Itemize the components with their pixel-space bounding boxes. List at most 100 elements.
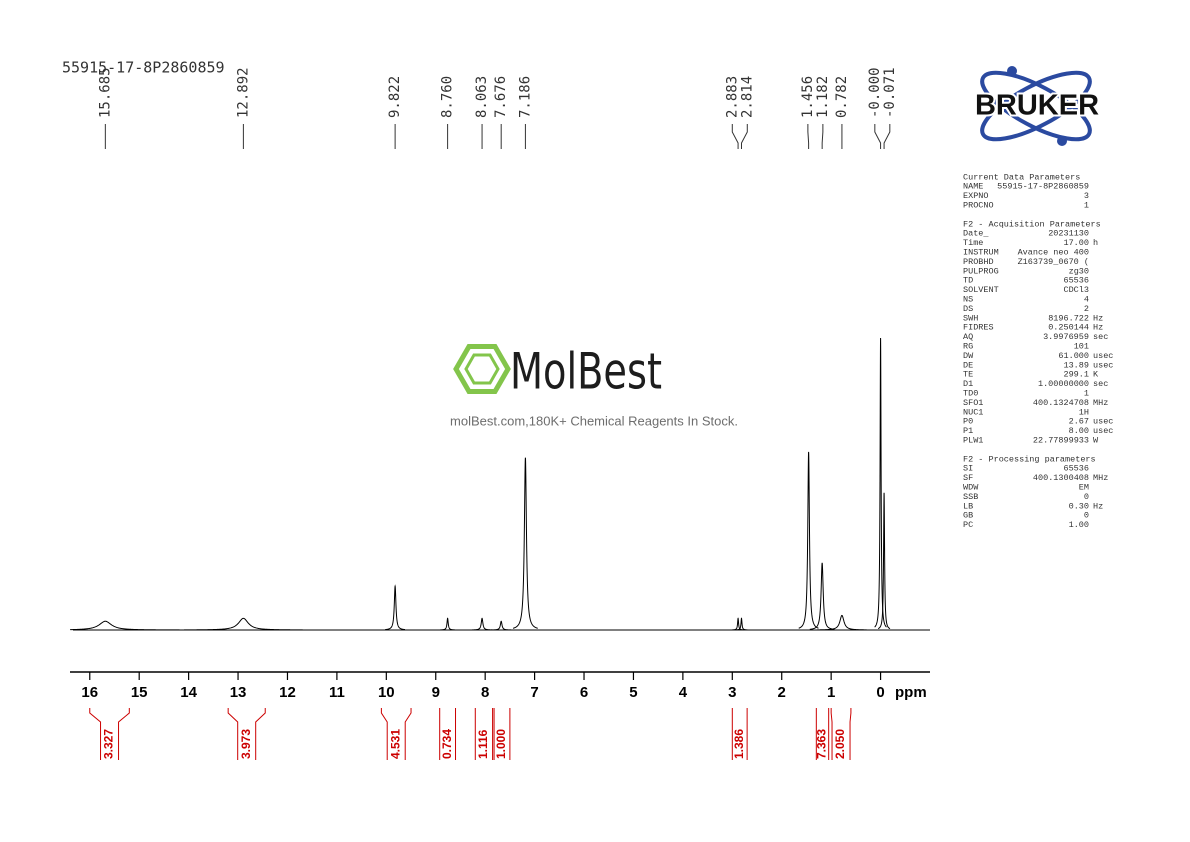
param-value: 2 xyxy=(1084,304,1089,314)
x-tick-label: 12 xyxy=(279,684,296,701)
peak-label-line xyxy=(731,124,739,149)
param-name: DS xyxy=(963,304,973,314)
integral xyxy=(380,708,412,760)
param-name: P0 xyxy=(963,417,973,427)
param-value: 0 xyxy=(1084,511,1089,521)
peak-label-line xyxy=(874,124,882,149)
param-value: 61.000 xyxy=(1058,351,1089,361)
integral xyxy=(731,708,748,760)
x-tick-label: 2 xyxy=(778,684,786,701)
peak-label-line xyxy=(807,124,810,149)
integral-label: 4.531 xyxy=(388,729,402,759)
param-name: SOLVENT xyxy=(963,285,999,295)
peak-label: 2.814 xyxy=(739,76,755,118)
peak-label: -0.071 xyxy=(882,67,898,118)
param-value: Z163739_0670 ( xyxy=(1018,257,1089,267)
x-tick-label: 13 xyxy=(230,684,247,701)
param-value: Avance neo 400 xyxy=(1018,247,1089,257)
param-name: WDW xyxy=(963,482,979,492)
x-tick-label: 7 xyxy=(530,684,538,701)
peak-label-line xyxy=(883,124,891,149)
x-tick-label: 3 xyxy=(728,684,736,701)
param-name: NS xyxy=(963,294,973,304)
peak-label: 12.892 xyxy=(235,67,251,118)
watermark-tagline: molBest.com,180K+ Chemical Reagents In S… xyxy=(450,413,738,428)
param-heading: F2 - Acquisition Parameters xyxy=(963,219,1101,229)
peak-label: 2.883 xyxy=(724,76,740,118)
param-name: PROCNO xyxy=(963,200,994,210)
param-unit: MHz xyxy=(1093,473,1108,483)
param-value: 65536 xyxy=(1063,276,1089,286)
integral xyxy=(474,708,494,760)
param-value: 2.67 xyxy=(1069,417,1089,427)
param-name: PROBHD xyxy=(963,257,994,267)
param-unit: usec xyxy=(1093,417,1113,427)
param-unit: sec xyxy=(1093,332,1108,342)
param-unit: W xyxy=(1093,435,1099,445)
peak xyxy=(385,584,406,631)
param-value: 3.9976959 xyxy=(1043,332,1089,342)
param-value: 101 xyxy=(1074,341,1089,351)
peak-label: 1.456 xyxy=(800,76,816,118)
sample-title: 55915-17-8P2860859 xyxy=(62,59,225,77)
param-value: 65536 xyxy=(1063,464,1089,474)
peak xyxy=(472,617,492,631)
param-value: 8.00 xyxy=(1069,426,1089,436)
param-name: TD0 xyxy=(963,388,978,398)
peak xyxy=(440,617,456,631)
param-name: LB xyxy=(963,501,973,511)
param-value: 1 xyxy=(1084,200,1089,210)
x-tick-label: 14 xyxy=(180,684,197,701)
integral-label: 1.000 xyxy=(494,729,508,759)
peak-label: 8.760 xyxy=(440,76,456,118)
peak-label: -0.000 xyxy=(867,67,883,118)
integral-label: 3.973 xyxy=(239,729,253,759)
peak xyxy=(877,492,891,630)
peak xyxy=(735,617,748,631)
param-value: 1.00 xyxy=(1069,520,1089,530)
param-name: AQ xyxy=(963,332,973,342)
peak-label-line xyxy=(821,124,824,149)
param-value: EM xyxy=(1079,482,1089,492)
x-tick-label: 16 xyxy=(81,684,98,701)
param-value: 299.1 xyxy=(1063,370,1089,380)
param-name: EXPNO xyxy=(963,191,989,201)
param-value: 400.1300408 xyxy=(1033,473,1089,483)
peak-label: 9.822 xyxy=(387,76,403,118)
peak xyxy=(512,457,538,629)
peak-label: 1.182 xyxy=(815,76,831,118)
integral xyxy=(439,708,457,760)
logo-dot xyxy=(1007,66,1017,76)
watermark-brand: MolBest xyxy=(510,343,662,401)
param-unit: usec xyxy=(1093,426,1113,436)
peak-label: 7.186 xyxy=(517,76,533,118)
param-name: SF xyxy=(963,473,973,483)
integral-label: 7.363 xyxy=(815,729,829,759)
param-name: SI xyxy=(963,464,973,474)
integral-label: 3.327 xyxy=(102,729,116,759)
watermark: MolBest molBest.com,180K+ Chemical Reage… xyxy=(450,343,738,429)
param-value: 400.1324708 xyxy=(1033,398,1089,408)
param-unit: K xyxy=(1093,370,1099,380)
integral xyxy=(89,708,130,760)
param-name: TE xyxy=(963,370,973,380)
x-tick-label: 9 xyxy=(432,684,440,701)
watermark-icon-inner xyxy=(464,353,500,385)
peak xyxy=(491,620,512,631)
peak xyxy=(874,337,887,628)
param-name: PULPROG xyxy=(963,266,999,276)
param-name: PC xyxy=(963,520,973,530)
param-name: RG xyxy=(963,341,973,351)
param-value: 3 xyxy=(1084,191,1089,201)
bruker-logo: BRUKER xyxy=(973,66,1101,146)
peak xyxy=(798,451,819,629)
x-tick-label: 15 xyxy=(131,684,148,701)
param-name: PLW1 xyxy=(963,435,983,445)
peak xyxy=(70,620,180,631)
param-name: NAME xyxy=(963,182,983,192)
peak xyxy=(809,562,835,630)
logo-dot xyxy=(1057,136,1067,146)
peak xyxy=(184,617,303,631)
integral xyxy=(830,708,852,760)
